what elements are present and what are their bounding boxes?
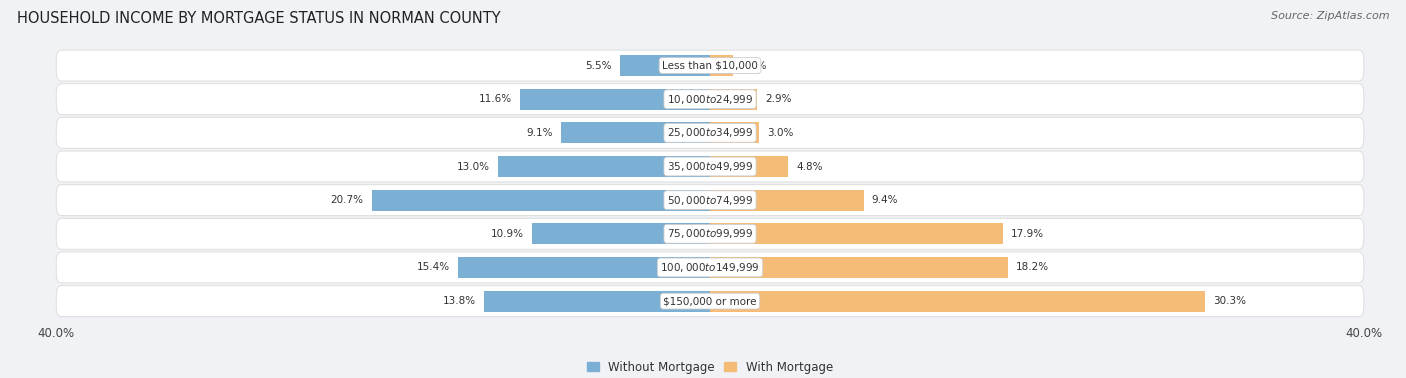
Text: 13.0%: 13.0%: [457, 161, 489, 172]
Text: 9.1%: 9.1%: [527, 128, 553, 138]
Text: 2.9%: 2.9%: [766, 94, 792, 104]
Text: $10,000 to $24,999: $10,000 to $24,999: [666, 93, 754, 106]
Text: 30.3%: 30.3%: [1213, 296, 1247, 306]
Bar: [710, 190, 863, 211]
Text: 18.2%: 18.2%: [1015, 262, 1049, 273]
Text: Source: ZipAtlas.com: Source: ZipAtlas.com: [1271, 11, 1389, 21]
Bar: [710, 223, 1002, 244]
Text: $100,000 to $149,999: $100,000 to $149,999: [661, 261, 759, 274]
FancyBboxPatch shape: [56, 218, 1364, 249]
Text: $75,000 to $99,999: $75,000 to $99,999: [666, 227, 754, 240]
FancyBboxPatch shape: [56, 252, 1364, 283]
Text: $50,000 to $74,999: $50,000 to $74,999: [666, 194, 754, 207]
FancyBboxPatch shape: [56, 286, 1364, 317]
Bar: [485, 291, 710, 311]
Bar: [620, 55, 710, 76]
Bar: [498, 156, 710, 177]
Text: 13.8%: 13.8%: [443, 296, 477, 306]
FancyBboxPatch shape: [56, 151, 1364, 182]
Text: 17.9%: 17.9%: [1011, 229, 1043, 239]
Bar: [710, 291, 1205, 311]
Bar: [561, 122, 710, 143]
Text: 11.6%: 11.6%: [479, 94, 512, 104]
Bar: [710, 156, 789, 177]
Bar: [458, 257, 710, 278]
Text: $35,000 to $49,999: $35,000 to $49,999: [666, 160, 754, 173]
Text: 5.5%: 5.5%: [585, 60, 612, 71]
Text: 1.4%: 1.4%: [741, 60, 768, 71]
Text: 10.9%: 10.9%: [491, 229, 523, 239]
Text: 4.8%: 4.8%: [797, 161, 823, 172]
Bar: [710, 89, 758, 110]
Text: $150,000 or more: $150,000 or more: [664, 296, 756, 306]
Text: $25,000 to $34,999: $25,000 to $34,999: [666, 126, 754, 139]
Bar: [710, 257, 1008, 278]
Text: HOUSEHOLD INCOME BY MORTGAGE STATUS IN NORMAN COUNTY: HOUSEHOLD INCOME BY MORTGAGE STATUS IN N…: [17, 11, 501, 26]
Text: 3.0%: 3.0%: [768, 128, 793, 138]
Bar: [520, 89, 710, 110]
Text: 9.4%: 9.4%: [872, 195, 898, 205]
Bar: [531, 223, 710, 244]
FancyBboxPatch shape: [56, 84, 1364, 115]
Bar: [710, 55, 733, 76]
Text: 15.4%: 15.4%: [418, 262, 450, 273]
FancyBboxPatch shape: [56, 185, 1364, 215]
Bar: [371, 190, 710, 211]
FancyBboxPatch shape: [56, 50, 1364, 81]
Bar: [710, 122, 759, 143]
FancyBboxPatch shape: [56, 118, 1364, 148]
Text: 20.7%: 20.7%: [330, 195, 364, 205]
Legend: Without Mortgage, With Mortgage: Without Mortgage, With Mortgage: [585, 358, 835, 376]
Text: Less than $10,000: Less than $10,000: [662, 60, 758, 71]
